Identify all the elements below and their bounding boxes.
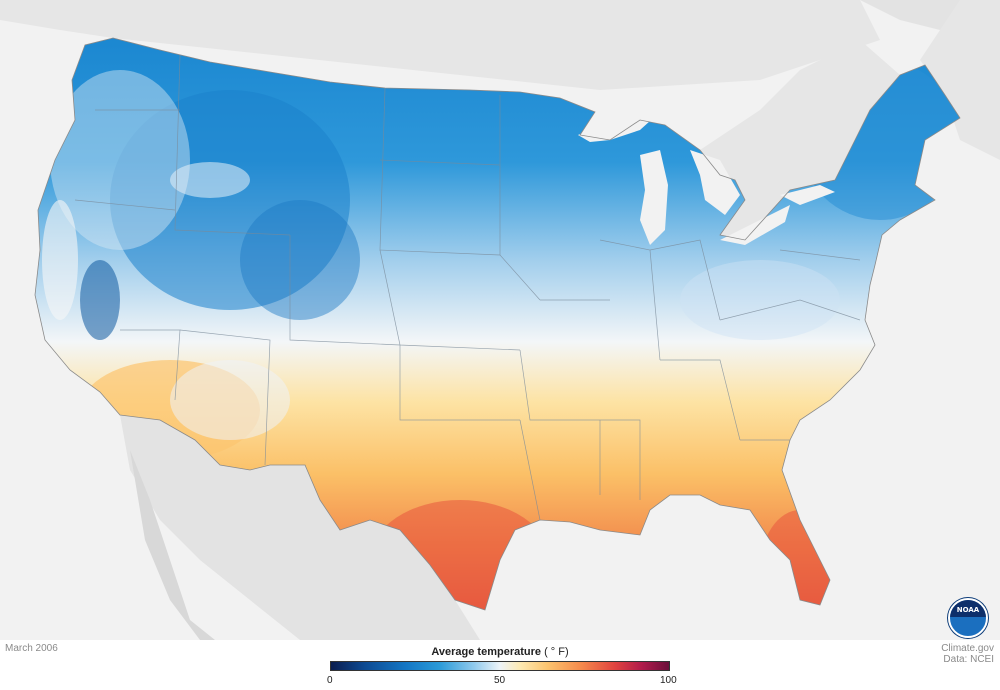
mexico-land bbox=[120, 415, 480, 640]
temperature-map: NOAA bbox=[0, 0, 1000, 640]
credit-source: Climate.gov bbox=[941, 643, 994, 654]
map-footer: March 2006 Average temperature ( ° F) 0 … bbox=[0, 640, 1000, 690]
legend-tick-0: 0 bbox=[327, 675, 333, 686]
legend-tick-100: 100 bbox=[660, 675, 677, 686]
canada-land bbox=[0, 0, 1000, 40]
legend-title-text: Average temperature bbox=[431, 646, 541, 658]
state-boundaries bbox=[74, 54, 861, 521]
credit-data: Data: NCEI bbox=[943, 654, 994, 665]
legend-tick-50: 50 bbox=[494, 675, 506, 686]
legend-color-bar bbox=[330, 661, 670, 671]
noaa-logo-icon: NOAA bbox=[948, 598, 988, 638]
conus-outline bbox=[34, 37, 961, 611]
great-lakes bbox=[578, 108, 835, 245]
legend-title: Average temperature ( ° F) bbox=[330, 646, 670, 658]
map-canvas bbox=[0, 0, 1000, 640]
map-date: March 2006 bbox=[5, 643, 58, 654]
legend-unit: ( ° F) bbox=[544, 646, 569, 658]
